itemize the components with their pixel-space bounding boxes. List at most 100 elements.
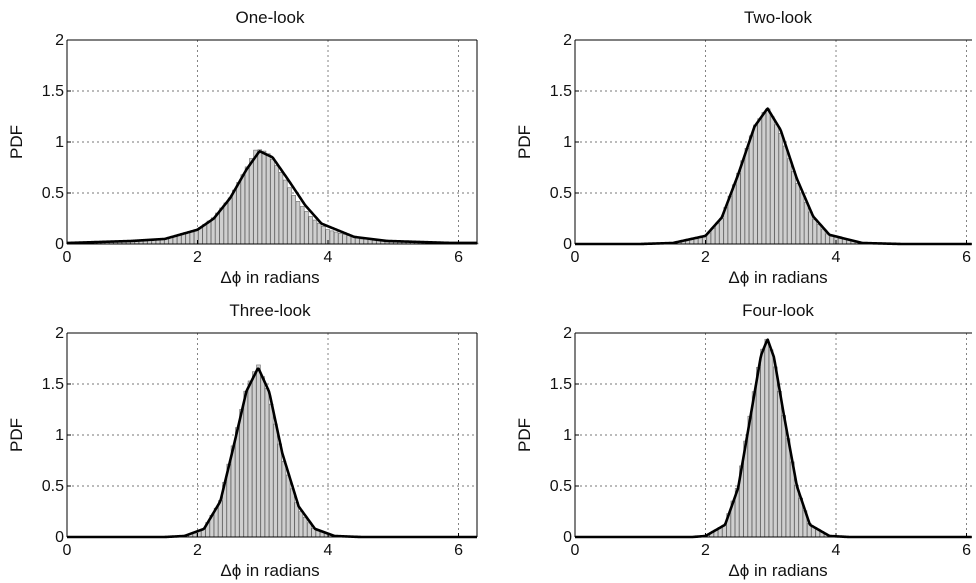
histogram-bar bbox=[321, 226, 326, 245]
x-tick-label: 6 bbox=[454, 542, 463, 559]
histogram-bar bbox=[829, 236, 834, 245]
histogram-bar bbox=[287, 187, 292, 245]
histogram-bar bbox=[812, 219, 817, 245]
chart-title: Four-look bbox=[742, 301, 814, 320]
y-axis-label: PDF bbox=[7, 125, 26, 159]
chart-panel-3: 0 2 4 6 0 0.5 1 1.5 2 Three-look Δϕ in radians PDF bbox=[7, 301, 478, 580]
y-tick-label: 1.5 bbox=[550, 83, 572, 100]
histogram-bar bbox=[236, 182, 241, 245]
histogram-bar bbox=[227, 197, 233, 245]
x-axis-label: Δϕ in radians bbox=[728, 561, 827, 580]
histogram-bar bbox=[799, 192, 805, 245]
histogram-bar bbox=[719, 218, 724, 245]
histogram-bar bbox=[257, 149, 263, 245]
histogram-bar bbox=[235, 427, 240, 538]
histogram-bar bbox=[338, 232, 343, 245]
histogram-bar bbox=[787, 158, 792, 245]
chart-title: Three-look bbox=[229, 301, 311, 320]
histogram-bar bbox=[270, 158, 275, 245]
histogram-bar bbox=[298, 511, 304, 538]
chart-title: Two-look bbox=[744, 8, 813, 27]
histogram-bar bbox=[808, 211, 813, 245]
x-axis-label: Δϕ in radians bbox=[220, 561, 319, 580]
histogram-bar bbox=[795, 183, 801, 245]
y-tick-label: 0 bbox=[55, 236, 64, 253]
histogram-bar bbox=[253, 149, 258, 245]
histogram-bar bbox=[219, 207, 224, 245]
fit-curve-line bbox=[66, 149, 478, 245]
histogram-bar bbox=[781, 415, 786, 538]
histogram-bar bbox=[290, 488, 295, 538]
histogram-bar bbox=[785, 438, 791, 538]
histogram-bar bbox=[316, 222, 322, 245]
histogram-bar bbox=[247, 380, 253, 538]
histogram-bar bbox=[278, 172, 284, 245]
y-tick-label: 0.5 bbox=[42, 478, 64, 495]
chart-panel-2: 0 2 4 6 0 0.5 1 1.5 2 Two-look Δϕ in radians PDF bbox=[515, 8, 972, 287]
x-tick-label: 4 bbox=[324, 249, 333, 266]
histogram-bar bbox=[274, 165, 279, 245]
histogram-bar bbox=[773, 366, 778, 538]
x-tick-label: 2 bbox=[701, 249, 710, 266]
y-tick-label: 0.5 bbox=[550, 478, 572, 495]
histogram-bar bbox=[283, 179, 288, 245]
y-tick-label: 1 bbox=[55, 134, 64, 151]
histogram-bar bbox=[816, 223, 822, 245]
y-tick-label: 2 bbox=[563, 32, 572, 49]
histogram-bar bbox=[256, 364, 261, 538]
histogram-bar bbox=[764, 338, 770, 538]
y-tick-label: 0 bbox=[563, 236, 572, 253]
chart-panel-1: 0 2 4 6 0 0.5 1 1.5 2 One-look Δϕ in radians PDF bbox=[7, 8, 479, 287]
histogram-bar bbox=[240, 174, 246, 245]
histogram-bar bbox=[765, 108, 771, 245]
histogram-bar bbox=[782, 145, 788, 245]
histogram-bar bbox=[761, 112, 767, 245]
histogram-bar bbox=[299, 206, 305, 245]
histogram-bar bbox=[768, 349, 774, 538]
histogram-bar bbox=[244, 166, 250, 245]
y-tick-label: 2 bbox=[563, 325, 572, 342]
histogram-bar bbox=[312, 219, 318, 245]
histogram-bar bbox=[777, 390, 782, 538]
histogram-bar bbox=[302, 516, 308, 538]
x-tick-label: 4 bbox=[324, 542, 333, 559]
x-tick-label: 6 bbox=[962, 249, 971, 266]
histogram-bar bbox=[260, 376, 265, 538]
x-tick-label: 0 bbox=[571, 249, 580, 266]
histogram-bar bbox=[273, 423, 278, 538]
chart-title: One-look bbox=[236, 8, 305, 27]
histogram-bar bbox=[268, 403, 274, 538]
y-tick-label: 1.5 bbox=[42, 83, 64, 100]
y-axis-label: PDF bbox=[515, 418, 534, 452]
x-tick-label: 2 bbox=[701, 542, 710, 559]
histogram-bar bbox=[266, 153, 271, 245]
histogram-bar bbox=[329, 230, 335, 245]
histogram-bar bbox=[756, 367, 761, 538]
histogram-bar bbox=[304, 211, 309, 245]
histogram-bar bbox=[252, 371, 257, 538]
histogram-bar bbox=[232, 189, 237, 245]
y-tick-label: 0 bbox=[563, 529, 572, 546]
histogram-bar bbox=[264, 388, 270, 538]
histogram-bar bbox=[346, 235, 352, 245]
x-tick-label: 0 bbox=[63, 249, 72, 266]
histogram-bar bbox=[774, 124, 779, 245]
histogram-bar bbox=[223, 202, 229, 245]
histogram-bar bbox=[277, 443, 282, 538]
histogram-bar bbox=[342, 234, 347, 245]
y-tick-label: 1.5 bbox=[550, 376, 572, 393]
histogram-bar bbox=[736, 172, 741, 245]
x-tick-label: 6 bbox=[962, 542, 971, 559]
histogram-bar bbox=[751, 391, 757, 538]
histogram-bar bbox=[778, 132, 784, 245]
histogram-bar bbox=[748, 135, 754, 245]
histogram-bar bbox=[189, 230, 195, 245]
histogram-bar bbox=[261, 150, 267, 245]
histogram-bar bbox=[363, 238, 369, 245]
x-axis-label: Δϕ in radians bbox=[728, 268, 827, 287]
y-axis-label: PDF bbox=[515, 125, 534, 159]
histogram-bar bbox=[359, 238, 364, 245]
histogram-bar bbox=[821, 228, 826, 245]
histogram-bar bbox=[308, 216, 313, 245]
